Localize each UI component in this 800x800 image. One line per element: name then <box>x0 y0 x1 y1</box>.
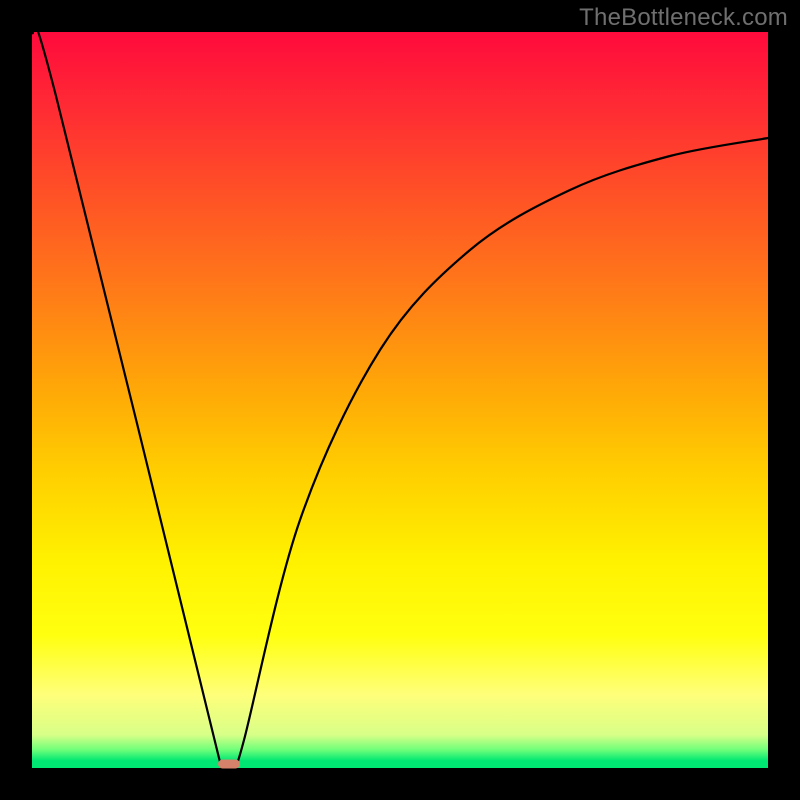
plot-area <box>32 32 768 768</box>
bottleneck-curve-chart <box>0 0 800 800</box>
watermark-text: TheBottleneck.com <box>579 4 788 32</box>
chart-container: { "watermark": { "text": "TheBottleneck.… <box>0 0 800 800</box>
minimum-marker <box>218 760 240 769</box>
